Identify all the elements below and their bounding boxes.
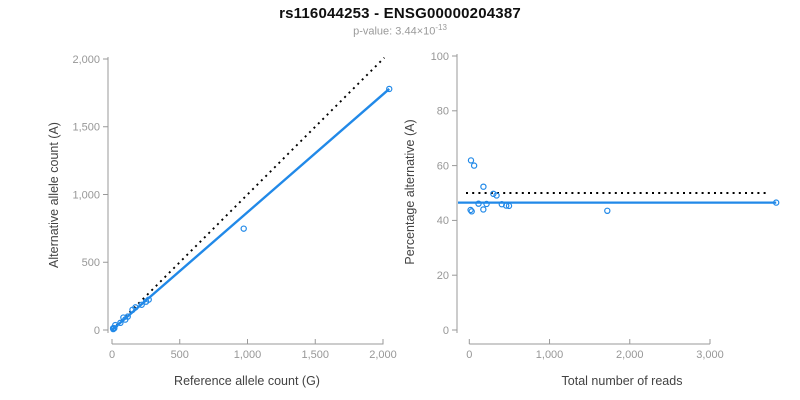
- percentage-plot-point: [490, 190, 497, 198]
- allele-count-plot-point: [124, 313, 131, 320]
- percentage-plot-x-tick-label: 1,000: [536, 349, 564, 361]
- percentage-plot-y-tick-label: 60: [437, 160, 449, 172]
- percentage-plot-x-tick-label: 2,000: [616, 349, 644, 361]
- allele-count-plot-y-tick-label: 1,000: [72, 189, 100, 201]
- percentage-plot-point: [475, 200, 482, 207]
- allele-count-plot-point: [386, 85, 393, 93]
- percentage-plot-y-tick-label: 40: [437, 215, 449, 227]
- percentage-plot-point: [503, 202, 510, 209]
- allele-count-plot-point: [240, 225, 247, 232]
- figure-title: rs116044253 - ENSG00000204387: [279, 5, 521, 22]
- allele-count-plot-point: [112, 321, 119, 329]
- allele-count-plot-y-tick-label: 500: [82, 257, 100, 269]
- allele-count-plot-point: [111, 325, 118, 332]
- allele-count-plot-point: [145, 296, 152, 303]
- p-value-exponent: -13: [435, 23, 447, 32]
- allele-count-plot-point: [132, 304, 139, 311]
- percentage-plot-point: [483, 200, 490, 208]
- allele-count-plot-point: [138, 301, 145, 308]
- percentage-plot-x-tick-label: 3,000: [696, 349, 724, 361]
- percentage-plot-y-tick-label: 0: [443, 325, 449, 337]
- allele-count-plot-x-tick-label: 1,000: [234, 349, 262, 361]
- percentage-plot-y-tick-label: 80: [437, 106, 449, 118]
- allele-count-plot-y-tick-label: 1,500: [72, 122, 100, 134]
- allele-count-plot-fit-line: [111, 88, 391, 331]
- percentage-plot-x-tick-label: 0: [466, 349, 472, 361]
- allele-count-plot-x-tick-label: 2,000: [369, 349, 397, 361]
- percentage-plot-point: [470, 162, 478, 169]
- allele-count-plot-x-tick-label: 1,500: [301, 349, 329, 361]
- percentage-plot-point: [604, 207, 611, 215]
- allele-count-plot-x-tick-label: 500: [171, 349, 189, 361]
- percentage-plot-point: [467, 206, 474, 214]
- percentage-plot-point: [493, 192, 500, 199]
- percentage-plot-point: [480, 206, 487, 213]
- allele-count-plot-x-tick-label: 0: [109, 349, 115, 361]
- allele-count-plot-y-tick-label: 2,000: [72, 54, 100, 66]
- p-value-subtitle: p-value: 3.44×10-13: [0, 23, 800, 38]
- p-value-label: p-value:: [353, 25, 396, 38]
- percentage-plot-y-tick-label: 100: [431, 51, 449, 63]
- allele-count-plot-y-tick-label: 0: [94, 325, 100, 337]
- right-plot-y-axis-title: Percentage alternative (A): [403, 119, 417, 265]
- percentage-plot-point: [467, 157, 475, 164]
- right-plot-x-axis-title: Total number of reads: [561, 374, 683, 388]
- left-plot-y-axis-title: Alternative allele count (A): [47, 122, 61, 268]
- percentage-plot-point: [505, 202, 513, 210]
- allele-count-plot-point: [117, 319, 124, 327]
- p-value-mantissa: 3.44×10: [395, 25, 436, 38]
- percentage-plot-point: [480, 183, 487, 190]
- percentage-plot-y-tick-label: 20: [437, 270, 449, 282]
- allele-count-plot-expected-identity-line: [111, 56, 386, 331]
- percentage-plot-point: [468, 208, 475, 215]
- percentage-plot-point: [772, 199, 780, 206]
- left-plot-x-axis-title: Reference allele count (G): [174, 374, 320, 388]
